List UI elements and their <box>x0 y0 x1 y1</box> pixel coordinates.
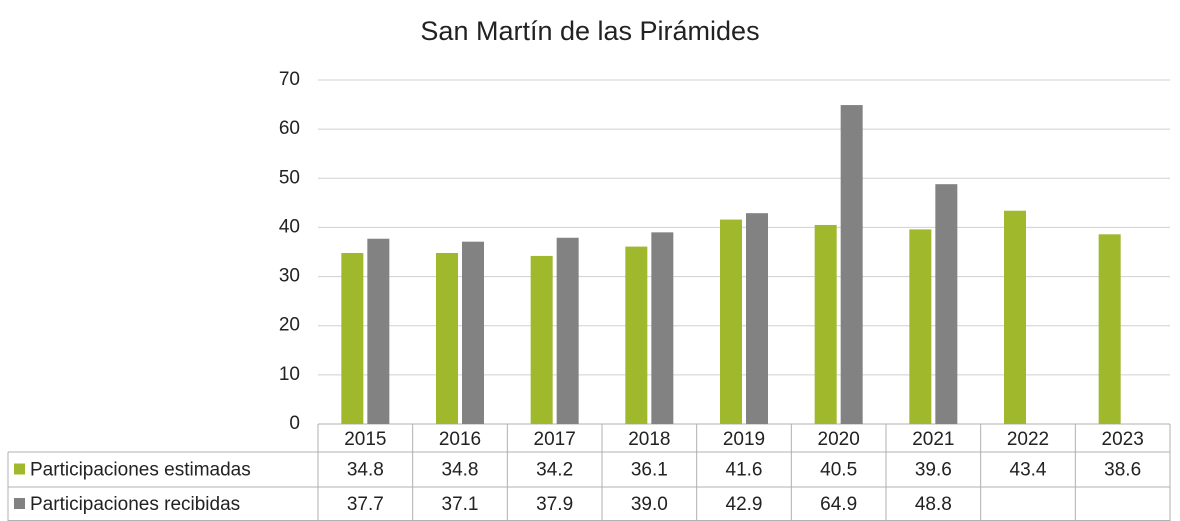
y-tick-label: 50 <box>279 167 300 188</box>
bar <box>341 252 364 424</box>
x-tick-label: 2017 <box>534 429 576 450</box>
bar <box>625 246 648 424</box>
y-tick-label: 60 <box>279 118 300 139</box>
table-value: 48.8 <box>915 494 952 515</box>
table-value: 38.6 <box>1104 460 1141 481</box>
table-value: 34.8 <box>347 460 384 481</box>
x-tick-label: 2022 <box>1007 429 1049 450</box>
bar <box>814 224 837 424</box>
table-value: 40.5 <box>820 460 857 481</box>
x-tick-label: 2020 <box>818 429 860 450</box>
x-tick-label: 2015 <box>344 429 386 450</box>
x-tick-label: 2019 <box>723 429 765 450</box>
bar <box>909 229 932 424</box>
bar <box>367 238 390 424</box>
table-value: 34.8 <box>442 460 479 481</box>
table-value: 42.9 <box>726 494 763 515</box>
table-value: 37.1 <box>442 494 479 515</box>
table-value: 37.9 <box>536 494 573 515</box>
bar <box>436 252 458 424</box>
table-value: 64.9 <box>820 494 857 515</box>
bar <box>1004 210 1026 424</box>
bar <box>556 237 579 424</box>
table-value: 36.1 <box>631 460 668 481</box>
x-tick-label: 2018 <box>628 429 670 450</box>
y-tick-label: 10 <box>279 364 300 385</box>
legend-label: Participaciones recibidas <box>30 494 240 515</box>
table-value: 43.4 <box>1010 460 1047 481</box>
legend-key <box>14 463 25 475</box>
y-tick-label: 20 <box>279 315 300 336</box>
chart-title: San Martín de las Pirámides <box>420 16 759 46</box>
bar <box>1098 234 1121 424</box>
bar <box>746 213 768 424</box>
x-tick-label: 2021 <box>912 429 954 450</box>
table-value: 39.6 <box>915 460 952 481</box>
x-tick-label: 2016 <box>439 429 481 450</box>
bar <box>720 219 742 424</box>
y-tick-label: 30 <box>279 266 300 287</box>
bar <box>651 232 674 424</box>
bar <box>462 241 484 424</box>
table-value: 41.6 <box>726 460 763 481</box>
x-tick-label: 2023 <box>1102 429 1144 450</box>
bar <box>530 255 553 424</box>
table-value: 34.2 <box>536 460 573 481</box>
y-tick-label: 0 <box>289 413 300 434</box>
bar <box>840 105 863 424</box>
table-value: 37.7 <box>347 494 384 515</box>
legend-key <box>14 498 25 509</box>
y-tick-label: 40 <box>279 216 300 237</box>
legend-label: Participaciones estimadas <box>30 460 251 481</box>
bar <box>935 184 958 424</box>
y-tick-label: 70 <box>279 69 300 90</box>
table-value: 39.0 <box>631 494 668 515</box>
